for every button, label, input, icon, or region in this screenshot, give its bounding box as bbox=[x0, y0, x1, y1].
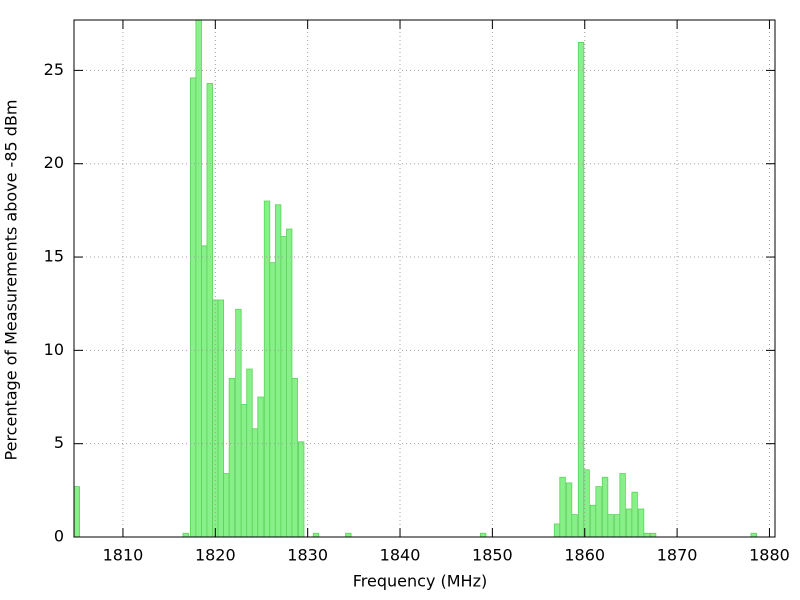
bar bbox=[257, 396, 264, 537]
bar bbox=[577, 41, 585, 537]
bar bbox=[613, 514, 621, 537]
bar bbox=[269, 262, 276, 537]
bar bbox=[631, 491, 638, 537]
bar bbox=[263, 200, 271, 537]
bar bbox=[206, 83, 213, 537]
x-tick-label: 1860 bbox=[564, 546, 605, 565]
y-tick-label: 5 bbox=[54, 433, 64, 452]
x-tick-label: 1820 bbox=[195, 546, 236, 565]
bar bbox=[750, 532, 757, 537]
bar bbox=[625, 508, 633, 537]
x-tick-label: 1830 bbox=[287, 546, 328, 565]
bar bbox=[637, 508, 645, 537]
bar bbox=[280, 236, 287, 537]
x-tick-label: 1880 bbox=[749, 546, 790, 565]
bar bbox=[251, 428, 259, 537]
bar bbox=[74, 486, 80, 537]
y-tick-label: 0 bbox=[54, 527, 64, 546]
plot-frame bbox=[73, 19, 776, 538]
bar bbox=[182, 532, 189, 537]
bar bbox=[291, 377, 298, 537]
bar bbox=[607, 514, 614, 537]
bar bbox=[601, 476, 609, 537]
bar bbox=[195, 20, 202, 537]
bar bbox=[643, 532, 650, 537]
bar bbox=[553, 523, 561, 537]
bar bbox=[235, 308, 242, 537]
bar bbox=[312, 532, 320, 537]
bar bbox=[286, 228, 293, 537]
bar bbox=[228, 377, 236, 537]
bar bbox=[212, 299, 219, 537]
bar bbox=[201, 245, 208, 537]
bar bbox=[619, 473, 626, 537]
bar bbox=[246, 368, 253, 537]
y-tick-label: 25 bbox=[44, 60, 64, 79]
bar bbox=[345, 532, 352, 537]
bar bbox=[589, 504, 597, 537]
bar bbox=[571, 514, 578, 537]
bar bbox=[559, 476, 566, 537]
bar bbox=[223, 473, 230, 537]
bar bbox=[240, 404, 248, 537]
bar bbox=[298, 441, 305, 537]
bar bbox=[189, 77, 197, 537]
x-tick-label: 1840 bbox=[380, 546, 421, 565]
x-tick-label: 1810 bbox=[103, 546, 144, 565]
bar bbox=[217, 299, 225, 537]
bar bbox=[565, 482, 573, 537]
bar bbox=[649, 532, 657, 537]
y-tick-label: 10 bbox=[44, 340, 64, 359]
y-tick-label: 20 bbox=[44, 153, 64, 172]
x-tick-label: 1850 bbox=[472, 546, 513, 565]
y-tick-label: 15 bbox=[44, 247, 64, 266]
bar bbox=[595, 486, 602, 537]
bar bbox=[583, 469, 590, 537]
x-tick-label: 1870 bbox=[657, 546, 698, 565]
y-axis-label: Percentage of Measurements above -85 dBm bbox=[2, 100, 21, 461]
x-axis-label: Frequency (MHz) bbox=[353, 572, 487, 591]
bars bbox=[74, 20, 757, 537]
bar bbox=[274, 204, 282, 537]
bar bbox=[479, 532, 487, 537]
